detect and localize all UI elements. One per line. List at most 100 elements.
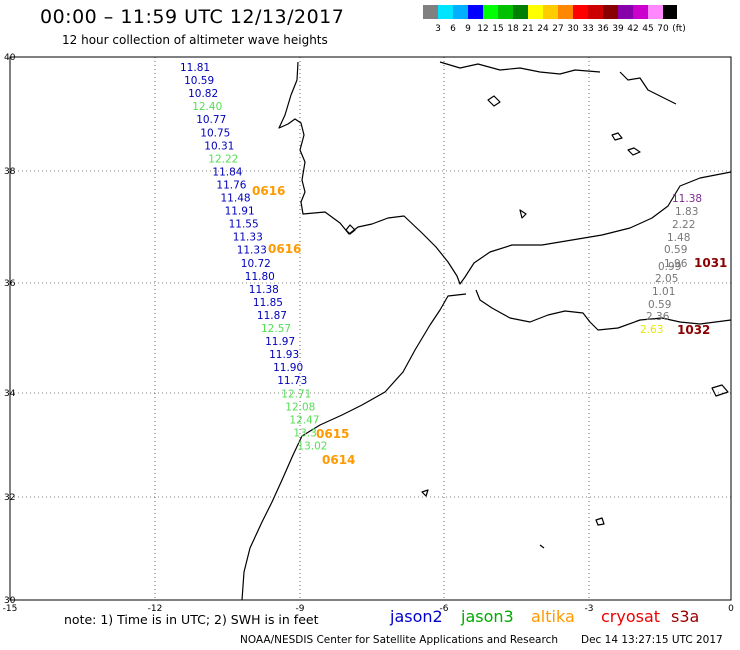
pass-label: 0615 bbox=[316, 427, 349, 441]
wave-height-value: 11.48 bbox=[221, 193, 251, 205]
iberia-west-coast bbox=[278, 61, 732, 285]
legend-label: 70 bbox=[657, 24, 669, 34]
wave-height-value: 11.81 bbox=[180, 62, 210, 74]
mission-jason3: jason3 bbox=[461, 607, 514, 626]
wave-height-value: 11.84 bbox=[212, 166, 242, 178]
legend-label: 39 bbox=[612, 24, 624, 34]
legend-swatch bbox=[498, 5, 513, 19]
morocco-atlantic-coast bbox=[241, 293, 467, 601]
wave-height-value: 10.82 bbox=[188, 88, 218, 100]
wave-height-value: 12.47 bbox=[289, 414, 319, 426]
legend-swatch bbox=[573, 5, 588, 19]
coast-fragment-b bbox=[487, 95, 501, 107]
pass-label: 0616 bbox=[268, 242, 301, 256]
coast-fragment-d bbox=[421, 489, 429, 497]
legend-label: 24 bbox=[537, 24, 549, 34]
wave-height-value: 2.36 bbox=[646, 311, 670, 323]
wave-height-value: 10.31 bbox=[204, 140, 234, 152]
wave-height-value: 12.08 bbox=[285, 401, 315, 413]
wave-height-value: 10.77 bbox=[196, 114, 226, 126]
iberia-north-coast bbox=[439, 61, 601, 75]
y-tick-label: 32 bbox=[4, 493, 15, 503]
wave-height-value: 1.96 bbox=[664, 258, 688, 270]
x-tick-label: 0 bbox=[728, 604, 734, 614]
wave-height-value: 2.63 bbox=[640, 324, 663, 336]
credit-line: NOAA/NESDIS Center for Satellite Applica… bbox=[240, 634, 558, 646]
pass-label: 1032 bbox=[677, 323, 710, 337]
x-tick-label: -3 bbox=[585, 604, 594, 614]
legend-label: 27 bbox=[552, 24, 564, 34]
legend-swatch bbox=[513, 5, 528, 19]
legend-label: 33 bbox=[582, 24, 594, 34]
legend-swatch bbox=[603, 5, 618, 19]
wave-height-value: 11.33 bbox=[237, 245, 267, 257]
wave-height-value: 11.93 bbox=[269, 349, 299, 361]
x-tick-label: -6 bbox=[440, 604, 449, 614]
legend-label: 18 bbox=[507, 24, 519, 34]
wave-height-value: 13.3 bbox=[293, 427, 316, 439]
mission-altika: altika bbox=[531, 607, 575, 626]
map-subtitle: 12 hour collection of altimeter wave hei… bbox=[62, 33, 328, 47]
grid-lines bbox=[10, 57, 731, 600]
wave-height-value: 2.22 bbox=[672, 219, 695, 231]
mission-cryosat: cryosat bbox=[601, 607, 661, 626]
y-tick-label: 38 bbox=[4, 167, 16, 177]
wave-height-value: 10.59 bbox=[184, 75, 214, 87]
balearic-island-b bbox=[611, 132, 623, 141]
legend-swatch bbox=[438, 5, 453, 19]
legend-label: 30 bbox=[567, 24, 579, 34]
pass-label: 1031 bbox=[694, 256, 727, 270]
map-title: 00:00 – 11:59 UTC 12/13/2017 bbox=[40, 6, 345, 28]
legend-label: 21 bbox=[522, 24, 534, 34]
north-africa-med-coast bbox=[475, 289, 732, 331]
wave-height-value: 13.02 bbox=[297, 441, 327, 453]
legend-swatch bbox=[423, 5, 438, 19]
balearic-island-a bbox=[627, 147, 641, 156]
legend-swatch bbox=[468, 5, 483, 19]
east-island bbox=[711, 384, 729, 397]
coastline bbox=[241, 61, 732, 601]
wave-height-value: 11.85 bbox=[253, 297, 283, 309]
legend-swatch bbox=[483, 5, 498, 19]
coast-fragment-a bbox=[619, 71, 677, 105]
wave-height-value: 0.99 bbox=[658, 261, 681, 273]
pass-label: 0614 bbox=[322, 453, 355, 467]
generation-timestamp: Dec 14 13:27:15 UTC 2017 bbox=[581, 634, 723, 646]
legend-swatch bbox=[453, 5, 468, 19]
wave-height-value: 11.87 bbox=[257, 310, 287, 322]
mission-jason2: jason2 bbox=[390, 607, 443, 626]
legend-swatch bbox=[588, 5, 603, 19]
wave-height-track-east: 11.38 1.83 2.22 1.48 0.59 0.99 1.96 2.05… bbox=[640, 193, 702, 336]
wave-height-value: 2.05 bbox=[655, 273, 678, 285]
wave-height-value: 12.71 bbox=[281, 388, 311, 400]
coast-fragment-e bbox=[595, 517, 605, 526]
legend-label: 45 bbox=[642, 24, 654, 34]
mission-s3a: s3a bbox=[671, 607, 700, 626]
legend-swatch bbox=[663, 5, 677, 19]
wave-height-value: 0.59 bbox=[648, 299, 671, 311]
legend-swatch bbox=[528, 5, 543, 19]
x-tick-label: -12 bbox=[148, 604, 163, 614]
legend-label: 36 bbox=[597, 24, 609, 34]
wave-height-value: 11.80 bbox=[245, 271, 275, 283]
legend-swatch bbox=[558, 5, 573, 19]
wave-height-value: 11.55 bbox=[229, 219, 259, 231]
legend-swatch bbox=[633, 5, 648, 19]
pass-label: 0616 bbox=[252, 184, 285, 198]
legend-swatch bbox=[618, 5, 633, 19]
x-tick-label: -15 bbox=[3, 604, 18, 614]
legend-label: 42 bbox=[627, 24, 639, 34]
legend-swatch bbox=[648, 5, 663, 19]
coast-fragment-f bbox=[539, 544, 545, 549]
y-tick-label: 40 bbox=[4, 53, 16, 63]
wave-height-value: 11.38 bbox=[672, 193, 702, 205]
y-tick-label: 30 bbox=[4, 596, 16, 606]
legend-label: 15 bbox=[492, 24, 504, 34]
wave-height-value: 10.75 bbox=[200, 127, 230, 139]
wave-height-value: 1.01 bbox=[652, 286, 675, 298]
footnote: note: 1) Time is in UTC; 2) SWH is in fe… bbox=[64, 612, 319, 627]
coast-fragment-c bbox=[519, 209, 527, 219]
legend-label: (ft) bbox=[672, 24, 686, 34]
wave-height-value: 11.90 bbox=[273, 362, 303, 374]
